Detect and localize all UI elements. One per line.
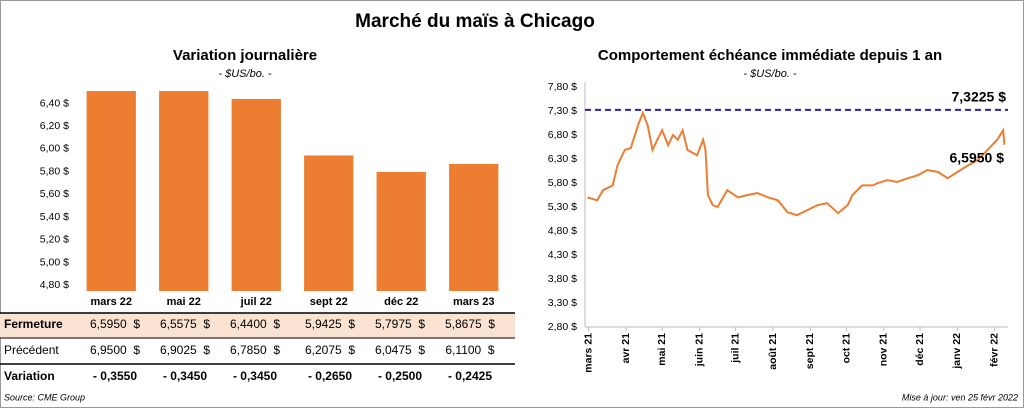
x-tick-label: août 21 xyxy=(767,333,779,370)
x-tick-label: juil 22 xyxy=(240,296,272,308)
y-tick-label: 7,80 $ xyxy=(548,81,577,93)
line xyxy=(587,110,1006,217)
x-tick-label: avr 21 xyxy=(620,333,632,364)
y-tick-label: 3,80 $ xyxy=(548,273,577,285)
table-cell: - 0,3450 xyxy=(233,369,277,383)
table-cell: 5,9425 $ xyxy=(305,317,355,331)
y-tick-label: 6,80 $ xyxy=(548,129,577,141)
y-tick-label: 6,30 $ xyxy=(548,153,577,165)
y-tick-label: 4,30 $ xyxy=(548,249,577,261)
reference-label: 7,3225 $ xyxy=(952,89,1007,105)
x-tick-label: sept 21 xyxy=(804,333,816,369)
table-cell: 6,9500 $ xyxy=(90,343,140,357)
table-cell: - 0,2425 xyxy=(448,369,492,383)
bar xyxy=(86,91,136,291)
bar xyxy=(159,91,209,291)
row-highlight xyxy=(0,313,515,338)
annotation: 6,5950 $ xyxy=(950,150,1005,166)
x-tick-label: mars 22 xyxy=(90,296,132,308)
y-tick-label: 5,30 $ xyxy=(548,201,577,213)
x-tick-label: mai 21 xyxy=(656,333,668,366)
y-tick-label: 6,00 $ xyxy=(40,143,69,155)
bar xyxy=(304,155,354,291)
x-tick-label: mai 22 xyxy=(167,296,201,308)
y-tick-label: 3,30 $ xyxy=(548,297,577,309)
table-cell: 5,7975 $ xyxy=(375,317,425,331)
table-cell: Variation xyxy=(4,369,55,383)
x-tick-label: mars 23 xyxy=(453,296,495,308)
x-tick-label: janv 22 xyxy=(951,333,963,370)
table-cell: 5,8675 $ xyxy=(445,317,495,331)
x-tick-label: oct 21 xyxy=(840,333,852,364)
y-tick-label: 6,40 $ xyxy=(40,97,69,109)
y-tick-label: 5,00 $ xyxy=(40,256,69,268)
table-cell: 6,0475 $ xyxy=(375,343,425,357)
y-tick-label: 2,80 $ xyxy=(548,321,577,333)
table-cell: - 0,3550 xyxy=(93,369,137,383)
chart-title: Variation journalière xyxy=(173,47,317,64)
table-cell: 6,7850 $ xyxy=(230,343,280,357)
x-tick-label: févr 22 xyxy=(989,333,1001,367)
y-tick-label: 5,20 $ xyxy=(40,234,69,246)
x-tick-label: nov 21 xyxy=(878,333,890,366)
chart-subtitle: - $US/bo. - xyxy=(743,68,797,80)
table-cell: - 0,3450 xyxy=(163,369,207,383)
bar xyxy=(376,171,426,291)
x-tick-label: juil 21 xyxy=(729,333,741,364)
table-cell: - 0,2650 xyxy=(308,369,352,383)
table-cell: 6,9025 $ xyxy=(160,343,210,357)
table-cell: Précédent xyxy=(4,343,59,357)
y-tick-label: 5,80 $ xyxy=(40,165,69,177)
y-tick-label: 7,30 $ xyxy=(548,105,577,117)
table-cell: 6,2075 $ xyxy=(305,343,355,357)
x-tick-label: déc 22 xyxy=(384,296,418,308)
page-title: Marché du maïs à Chicago xyxy=(355,11,595,32)
y-tick-label: 4,80 $ xyxy=(548,225,577,237)
table-cell: 6,5575 $ xyxy=(160,317,210,331)
bar xyxy=(449,164,499,291)
y-tick-label: 5,60 $ xyxy=(40,188,69,200)
y-tick-label: 5,40 $ xyxy=(40,211,69,223)
chart-subtitle: - $US/bo. - xyxy=(218,68,272,80)
y-tick-label: 4,80 $ xyxy=(40,279,69,291)
table-cell: - 0,2500 xyxy=(378,369,422,383)
updated: Mise à jour: ven 25 févr 2022 xyxy=(902,392,1018,402)
x-tick-label: sept 22 xyxy=(310,296,348,308)
table-cell: 6,1100 $ xyxy=(445,343,494,357)
chart-title: Comportement échéance immédiate depuis 1… xyxy=(598,47,942,64)
table-cell: 6,4400 $ xyxy=(230,317,280,331)
y-tick-label: 5,80 $ xyxy=(548,177,577,189)
source: Source: CME Group xyxy=(4,392,85,402)
x-tick-label: juin 21 xyxy=(693,333,705,367)
y-tick-label: 6,20 $ xyxy=(40,120,69,132)
x-tick-label: mars 21 xyxy=(582,333,594,373)
table-cell: 6,5950 $ xyxy=(90,317,140,331)
table-cell: Fermeture xyxy=(4,317,63,331)
bar xyxy=(231,98,281,291)
x-tick-label: déc 21 xyxy=(914,333,926,366)
